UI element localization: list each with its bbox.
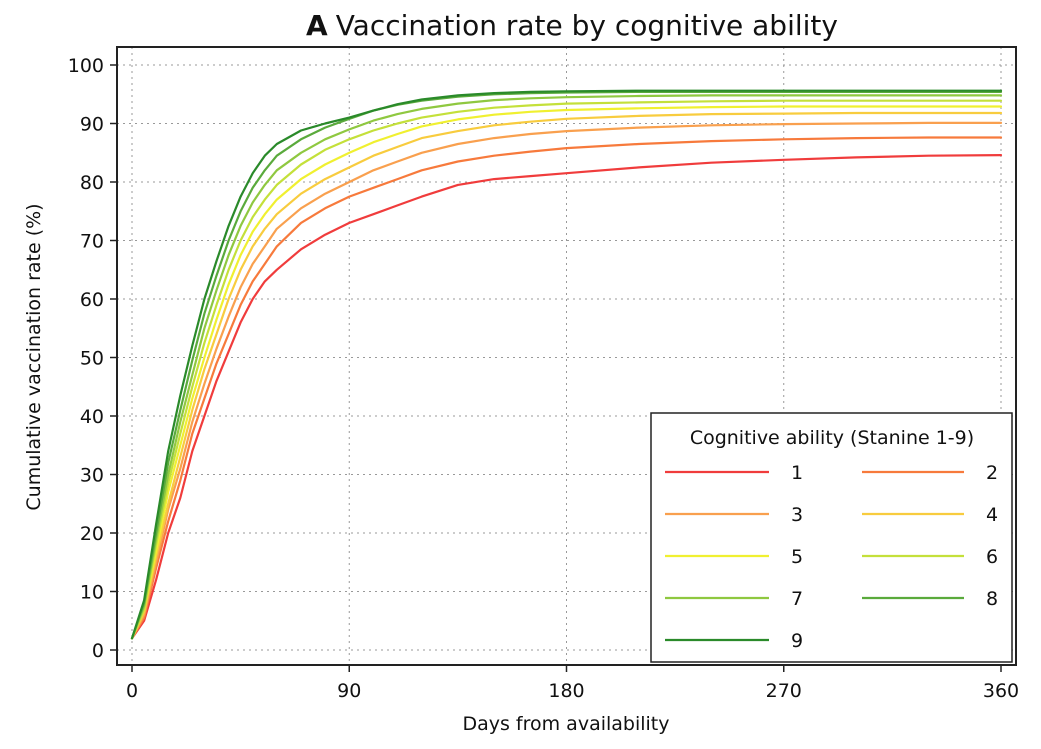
- series-line-3: [130, 121, 1003, 640]
- y-tick-label: 90: [80, 114, 104, 136]
- y-tick-label: 50: [80, 348, 104, 370]
- legend-items: 1 2 3 4 5 6 7 8 9: [665, 462, 998, 652]
- legend-title: Cognitive ability (Stanine 1-9): [690, 427, 974, 449]
- x-tick-label: 360: [983, 680, 1019, 702]
- series-line-4: [130, 111, 1003, 640]
- x-tick-label: 0: [126, 680, 138, 702]
- series-line-8: [130, 90, 1003, 640]
- legend: Cognitive ability (Stanine 1-9) 1 2 3 4 5 6 7 8…: [650, 412, 1013, 663]
- legend-label-3: 3: [791, 504, 803, 526]
- legend-label-8: 8: [986, 588, 998, 610]
- legend-label-4: 4: [986, 504, 998, 526]
- series-line-6: [130, 99, 1003, 640]
- y-tick-label: 40: [80, 406, 104, 428]
- legend-label-9: 9: [791, 630, 803, 652]
- legend-label-2: 2: [986, 462, 998, 484]
- y-tick-label: 80: [80, 172, 104, 194]
- legend-label-7: 7: [791, 588, 803, 610]
- legend-label-5: 5: [791, 546, 803, 568]
- series-line-2: [130, 136, 1003, 640]
- chart-title-text: Vaccination rate by cognitive ability: [336, 9, 838, 42]
- series-line-7: [130, 94, 1003, 640]
- y-tick-label: 30: [80, 465, 104, 487]
- x-tick-label: 270: [766, 680, 802, 702]
- chart-title-prefix: A: [306, 9, 328, 42]
- y-tick-label: 60: [80, 289, 104, 311]
- legend-box: [650, 412, 1013, 663]
- y-tick-label: 100: [68, 55, 104, 77]
- x-tick-label: 90: [337, 680, 361, 702]
- chart-title: A Vaccination rate by cognitive ability: [306, 9, 838, 42]
- y-tick-label: 0: [92, 640, 104, 662]
- x-tick-label: 180: [548, 680, 584, 702]
- axes: 0 10 20 30 40 50 60 70 80 90 100 0 90 180 270 360: [68, 55, 1019, 702]
- series-line-1: [130, 154, 1003, 640]
- series-line-5: [130, 105, 1003, 640]
- grid: [117, 47, 1016, 665]
- series-lines: [130, 89, 1003, 640]
- y-tick-label: 70: [80, 231, 104, 253]
- x-axis-title: Days from availability: [462, 713, 669, 735]
- y-tick-label: 20: [80, 523, 104, 545]
- series-line-9: [130, 89, 1003, 640]
- y-tick-label: 10: [80, 582, 104, 604]
- legend-label-6: 6: [986, 546, 998, 568]
- y-axis-title: Cumulative vaccination rate (%): [23, 203, 45, 510]
- legend-label-1: 1: [791, 462, 803, 484]
